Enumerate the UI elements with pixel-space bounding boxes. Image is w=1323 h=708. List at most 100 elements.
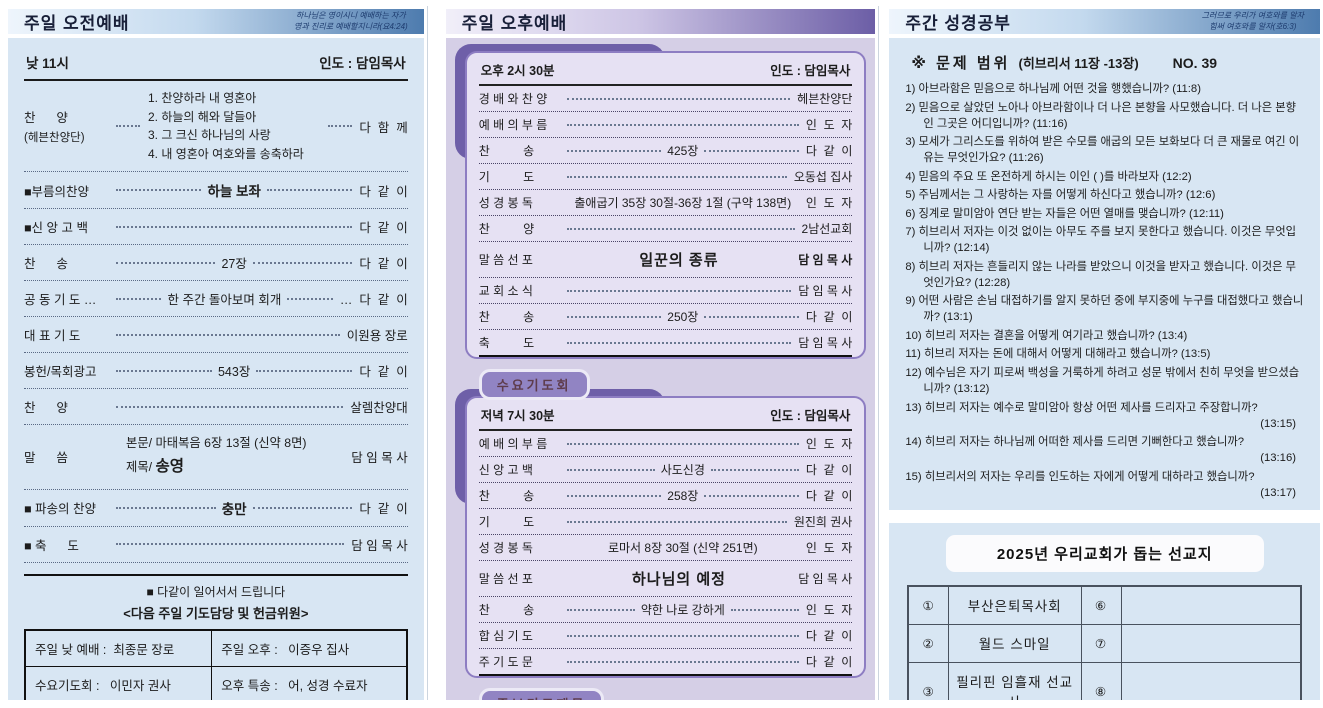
mission-number: ⑦ — [1080, 623, 1122, 663]
scripture-row: 성 경 봉 독 로마서 8장 30절 (신약 251면) 인 도 자 — [478, 535, 853, 561]
dot-leader — [704, 315, 799, 318]
order-participant: 다 같 이 — [805, 489, 853, 503]
order-detail: 약한 나로 강하게 — [640, 603, 725, 617]
afternoon-time-row: 오후 2시 30분 인도 : 담임목사 — [478, 56, 853, 86]
order-label: 성 경 봉 독 — [478, 196, 533, 210]
verse-line: 그러므로 우리가 여호와를 알자 — [1201, 11, 1304, 21]
hymn2-row: 찬 송 250장 다 같 이 — [478, 304, 853, 330]
order-label: 말 씀 선 포 — [478, 253, 533, 267]
order-label: 축 도 — [478, 336, 535, 350]
order-participant: 인 도 자 — [805, 118, 853, 132]
benediction-row: ■ 축 도 담 임 목 사 — [24, 527, 408, 563]
duty-table: 주일 낮 예배 : 최종문 장로 주일 오후 : 이증우 집사 수요기도회 : 이민… — [24, 628, 408, 700]
order-participant: 이원용 장로 — [346, 329, 408, 344]
study-content: ※ 문제 범위 (히브리서 11장 -13장) NO. 39 1) 아브라함은 … — [889, 38, 1320, 700]
order-label: ■신 앙 고 백 — [24, 221, 88, 236]
order-label: ■ 축 도 — [24, 538, 79, 553]
order-participant: 담 임 목 사 — [351, 538, 408, 553]
order-participant: 담 임 목 사 — [798, 253, 853, 267]
next-week-title: <다음 주일 기도담당 및 헌금위원> — [123, 605, 309, 621]
order-participant: 오동섭 집사 — [793, 170, 853, 184]
dot-leader — [566, 149, 662, 152]
worship-praise-row: 경 배 와 찬 양 헤븐찬양단 — [478, 86, 853, 112]
dot-leader — [566, 175, 787, 178]
sermon-title-line: 제목/ 송영 — [126, 458, 184, 476]
order-participant: … 다 같 이 — [339, 293, 408, 308]
afternoon-panel: 주일 오후예배 오후 2시 30분 인도 : 담임목사 경 배 와 찬 양 헤븐찬… — [445, 6, 876, 700]
order-label: ■부름의찬양 — [24, 184, 90, 199]
question-item: 5) 주님께서는 그 사랑하는 자를 어떻게 하신다고 했습니까? (12:6) — [905, 189, 1216, 202]
wednesday-time-row: 저녁 7시 30분 인도 : 담임목사 — [478, 401, 853, 431]
mission-number: ⑥ — [1080, 585, 1122, 625]
sermon-text-ref: 본문/ 마태복음 6장 13절 (신약 8면) — [126, 436, 307, 451]
duty-cell: 오후 특송 : 어, 성경 수료자 — [211, 665, 408, 700]
study-number: NO. 39 — [1172, 55, 1218, 71]
order-participant: 원진희 권사 — [793, 515, 853, 529]
dot-leader — [566, 634, 799, 637]
order-detail: 하나님의 예정 — [631, 571, 726, 588]
afternoon-header-band: 주일 오후예배 — [445, 9, 876, 34]
dot-leader — [566, 608, 635, 611]
mission-name-empty — [1120, 585, 1302, 625]
divider — [24, 573, 408, 576]
order-participant: 다 같 이 — [359, 365, 408, 380]
mission-number: ② — [907, 623, 949, 663]
offering-row: 봉헌/목회광고 543장 다 같 이 — [24, 353, 408, 390]
service-leader: 인도 : 담임목사 — [770, 409, 851, 423]
question-item: 7) 히브리서 저자는 이것 없이는 아무도 주를 보지 못한다고 했습니다. … — [905, 226, 1297, 255]
question-item: 15) 히브리서의 저자는 우리를 인도하는 자에게 어떻게 대하라고 했습니까… — [905, 469, 1304, 501]
wednesday-label: 수요기도회 — [478, 369, 590, 400]
order-participant: 다 같 이 — [805, 144, 853, 158]
order-detail: 일꾼의 종류 — [639, 252, 719, 269]
study-range-header: ※ 문제 범위 (히브리서 11장 -13장) NO. 39 — [911, 52, 1304, 73]
dot-leader — [566, 660, 799, 663]
choir-row: 찬 양 2남선교회 — [478, 216, 853, 242]
song-item: 3. 그 크신 하나님의 사랑 — [148, 128, 271, 143]
order-label: 기 도 — [478, 515, 535, 529]
rep-prayer-row: 대 표 기 도 이원용 장로 — [24, 317, 408, 354]
order-detail: 하늘 보좌 — [207, 184, 261, 200]
duty-row: 주일 낮 예배 : 최종문 장로 주일 오후 : 이증우 집사 — [24, 629, 408, 667]
duty-row: 수요기도회 : 이민자 권사 오후 특송 : 어, 성경 수료자 — [24, 665, 408, 700]
order-detail: 출애굽기 35장 30절-36장 1절 (구약 138면) — [574, 196, 792, 210]
question-item: 14) 히브리 저자는 하나님께 어떠한 제사를 드리면 기뻐한다고 했습니까?… — [905, 434, 1304, 466]
order-detail: 사도신경 — [660, 463, 705, 477]
afternoon-title: 주일 오후예배 — [461, 14, 568, 33]
choir-row: 찬 양 살렘찬양대 — [24, 389, 408, 426]
order-label: 찬 송 — [478, 489, 535, 503]
sermon-row: 말 씀 본문/ 마태복음 6장 13절 (신약 8면) 제목/ 송영 담 임 목 사 — [24, 425, 408, 490]
mission-number: ⑧ — [1080, 661, 1122, 700]
study-range-prefix: ※ 문제 범위 — [911, 55, 1011, 72]
mission-row: ① 부산은퇴목사회 ⑥ — [907, 585, 1302, 625]
order-participant: 다 같 이 — [805, 310, 853, 324]
dot-leader — [116, 261, 216, 264]
order-label: 찬 송 — [478, 603, 535, 617]
common-prayer-row: 공 동 기 도 … 한 주간 돌아보며 회개 … 다 같 이 — [24, 281, 408, 318]
order-label: 말 씀 선 포 — [478, 572, 533, 586]
fold-line — [426, 6, 428, 700]
order-participant: 다 같 이 — [805, 629, 853, 643]
order-detail: 충만 — [221, 501, 247, 517]
creed-row: 신 앙 고 백 사도신경 다 같 이 — [478, 457, 853, 483]
order-label: 찬 송 — [478, 310, 535, 324]
order-participant: 담 임 목 사 — [798, 336, 853, 350]
question-item: 13) 히브리 저자는 예수로 말미암아 항상 어떤 제사를 드리자고 주장합니… — [905, 400, 1304, 432]
mission-title: 2025년 우리교회가 돕는 선교지 — [945, 534, 1264, 572]
order-label: 말 씀 — [24, 451, 68, 466]
order-label: 찬 양 (헤븐찬양단) — [24, 111, 85, 145]
song-list: 1. 찬양하라 내 영혼아 2. 하늘의 해와 달들아 3. 그 크신 하나님의 사… — [144, 89, 324, 163]
order-participant: 다 같 이 — [359, 184, 408, 199]
mission-name: 부산은퇴목사회 — [947, 585, 1082, 625]
section-gap — [889, 509, 1320, 523]
sermon-info: 본문/ 마태복음 6장 13절 (신약 8면) 제목/ 송영 — [112, 433, 348, 480]
creed-row: ■신 앙 고 백 다 같 이 — [24, 209, 408, 246]
song-item: 2. 하늘의 해와 달들아 — [148, 109, 257, 124]
order-label: 봉헌/목회광고 — [24, 365, 97, 380]
